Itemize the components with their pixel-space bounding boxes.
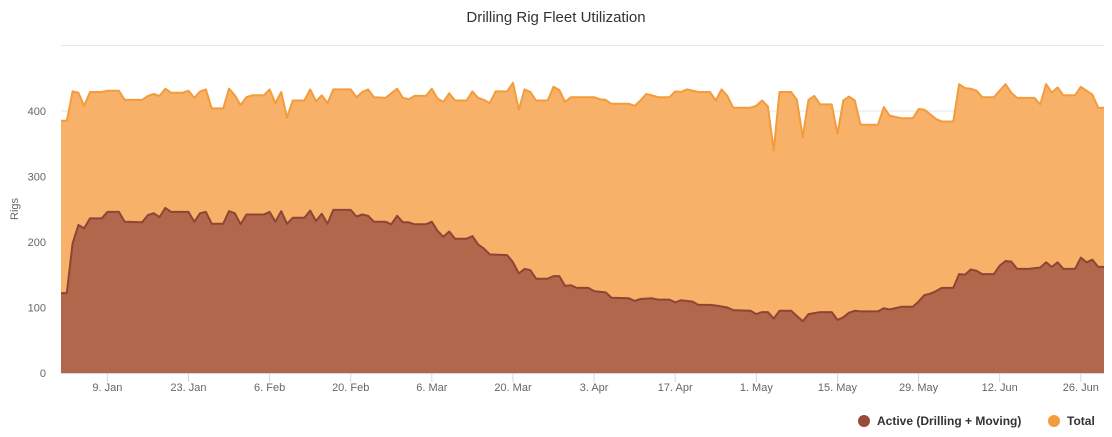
- legend-item-active[interactable]: Active (Drilling + Moving): [858, 414, 1021, 428]
- chart-title: Drilling Rig Fleet Utilization: [466, 9, 645, 26]
- legend-item-total[interactable]: Total: [1048, 414, 1095, 428]
- y-tick-label: 0: [40, 368, 46, 380]
- legend: Active (Drilling + Moving) Total: [858, 414, 1095, 428]
- legend-label-active: Active (Drilling + Moving): [877, 414, 1021, 428]
- x-axis: 9. Jan 23. Jan 6. Feb 20. Feb 6. Mar 20. Mar 3…: [61, 373, 1104, 394]
- y-axis: 0 100 200 300 400: [28, 106, 46, 380]
- series-area-active: [61, 207, 1104, 373]
- y-tick-label: 400: [28, 106, 46, 118]
- x-tick-label: 29. May: [899, 382, 939, 394]
- x-tick-label: 12. Jun: [982, 382, 1018, 394]
- y-tick-label: 300: [28, 172, 46, 184]
- x-tick-label: 1. May: [740, 382, 774, 394]
- series-line-active: [61, 206, 1104, 323]
- series-areas: [61, 81, 1104, 374]
- x-tick-label: 6. Feb: [254, 382, 285, 394]
- legend-label-total: Total: [1067, 414, 1095, 428]
- series-line-total: [61, 81, 1104, 152]
- y-tick-label: 100: [28, 303, 46, 315]
- x-tick-label: 20. Feb: [332, 382, 369, 394]
- x-tick-label: 17. Apr: [658, 382, 693, 394]
- legend-marker-active: [858, 415, 870, 427]
- x-tick-label: 3. Apr: [580, 382, 609, 394]
- y-tick-label: 200: [28, 237, 46, 249]
- legend-marker-total: [1048, 415, 1060, 427]
- x-tick-label: 23. Jan: [170, 382, 206, 394]
- y-axis-title: Rigs: [9, 198, 21, 221]
- x-tick-label: 26. Jun: [1063, 382, 1099, 394]
- x-tick-label: 20. Mar: [494, 382, 532, 394]
- x-tick-label: 15. May: [818, 382, 858, 394]
- x-tick-label: 9. Jan: [92, 382, 122, 394]
- x-tick-label: 6. Mar: [416, 382, 448, 394]
